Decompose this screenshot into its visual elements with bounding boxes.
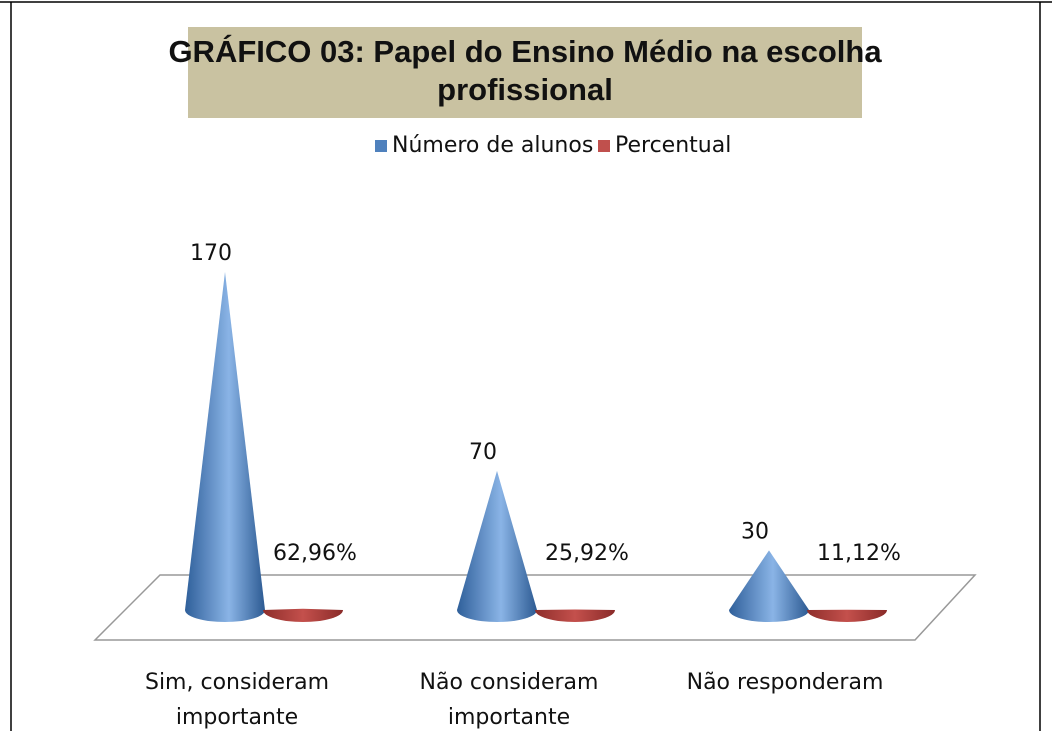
legend-label: Número de alunos bbox=[392, 133, 593, 158]
data-label: 170 bbox=[190, 241, 232, 266]
legend-swatch bbox=[375, 140, 387, 152]
data-label: 62,96% bbox=[273, 541, 357, 566]
legend-label: Percentual bbox=[615, 133, 731, 158]
x-tick-label: Não responderam bbox=[687, 670, 884, 695]
cone-body bbox=[535, 609, 615, 622]
data-label: 30 bbox=[741, 519, 769, 544]
data-label: 25,92% bbox=[545, 541, 629, 566]
x-tick-label: Não consideram importante bbox=[420, 670, 599, 730]
cone bbox=[263, 608, 343, 622]
cone bbox=[729, 550, 809, 622]
cone-body bbox=[185, 272, 265, 622]
cone-body bbox=[457, 470, 537, 622]
x-tick-label: Sim, consideram importante bbox=[145, 670, 329, 730]
cone bbox=[457, 470, 537, 622]
cone-body bbox=[729, 550, 809, 622]
cone bbox=[185, 272, 265, 622]
cone bbox=[807, 609, 887, 622]
cone-body bbox=[807, 609, 887, 622]
data-label: 70 bbox=[469, 440, 497, 465]
cone bbox=[535, 609, 615, 622]
legend-swatch bbox=[598, 140, 610, 152]
cone-body bbox=[263, 608, 343, 622]
chart-title: GRÁFICO 03: Papel do Ensino Médio na esc… bbox=[168, 34, 882, 107]
title-box bbox=[188, 27, 862, 118]
data-label: 11,12% bbox=[817, 541, 901, 566]
